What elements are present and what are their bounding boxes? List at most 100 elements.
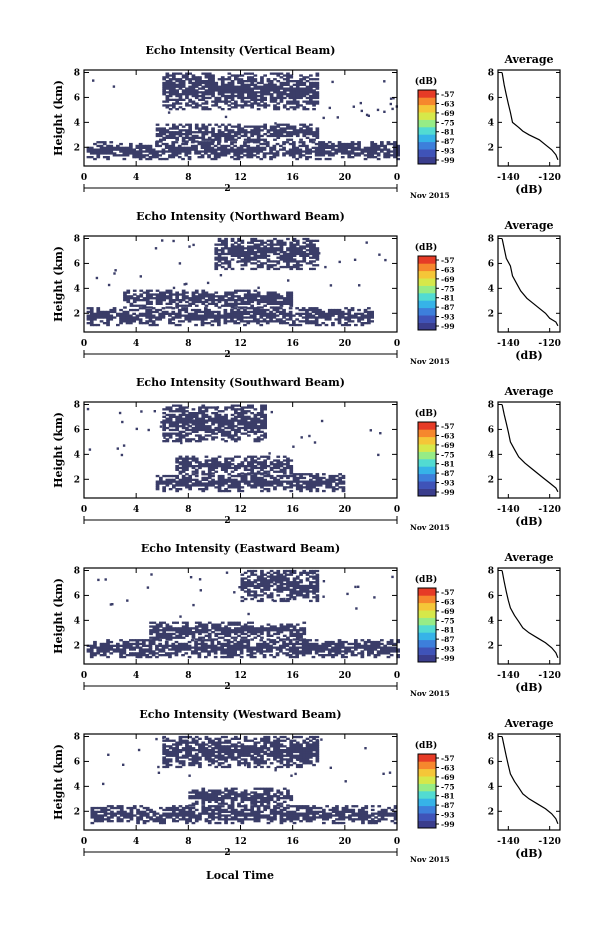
echo-cell: [243, 247, 248, 250]
echo-cell: [289, 74, 294, 77]
echo-cell: [178, 123, 183, 126]
echo-cell: [282, 123, 287, 126]
echo-cell: [312, 81, 316, 85]
echo-cell: [237, 474, 241, 478]
echo-cell: [162, 136, 166, 139]
echo-cell: [168, 417, 173, 420]
echo-cell: [138, 142, 143, 146]
echo-cell: [256, 254, 261, 257]
echo-cell: [162, 81, 166, 85]
echo-cell: [198, 426, 202, 430]
echo-cell: [234, 425, 238, 428]
echo-cell: [308, 639, 312, 642]
echo-cell: [214, 133, 219, 136]
echo-speckle: [318, 252, 321, 255]
echo-cell: [207, 96, 212, 100]
echo-cell: [256, 245, 261, 248]
echo-speckle: [178, 262, 182, 265]
echo-cell: [292, 480, 297, 483]
echo-cell: [273, 83, 277, 86]
echo-cell: [269, 468, 274, 471]
echo-cell: [354, 148, 358, 151]
echo-cell: [227, 302, 232, 305]
echo-cell: [305, 310, 309, 314]
echo-cell: [138, 314, 143, 317]
echo-cell: [175, 465, 179, 468]
echo-cell: [311, 642, 316, 646]
profile-y-tick-label: 2: [488, 143, 494, 153]
echo-cell: [350, 646, 355, 649]
echo-cell: [269, 474, 274, 478]
echo-cell: [109, 646, 114, 649]
echo-cell: [337, 322, 342, 325]
echo-cell: [162, 129, 166, 132]
echo-cell: [266, 634, 271, 637]
echo-cell: [253, 256, 258, 259]
echo-cell: [213, 156, 218, 159]
echo-cell: [340, 640, 345, 644]
echo-cell: [185, 438, 189, 441]
echo-cell: [249, 650, 254, 653]
echo-cell: [172, 421, 176, 424]
echo-cell: [286, 83, 290, 86]
echo-cell: [312, 245, 316, 248]
echo-cell: [276, 590, 281, 593]
echo-cell: [282, 254, 287, 257]
echo-cell: [273, 577, 277, 580]
echo-cell: [273, 264, 277, 267]
echo-cell: [171, 312, 176, 315]
echo-cell: [164, 310, 169, 314]
echo-cell: [240, 83, 245, 86]
echo-cell: [200, 642, 205, 646]
echo-cell: [266, 91, 271, 94]
echo-cell: [106, 318, 110, 321]
echo-cell: [207, 302, 212, 305]
echo-cell: [295, 134, 300, 138]
echo-cell: [200, 316, 205, 319]
x-tick-label: 0: [394, 339, 400, 349]
echo-cell: [370, 156, 374, 159]
echo-cell: [259, 652, 264, 655]
echo-cell: [230, 146, 234, 149]
echo-cell: [256, 98, 261, 101]
echo-cell: [158, 318, 162, 321]
echo-cell: [177, 152, 182, 155]
echo-cell: [273, 302, 277, 305]
echo-cell: [273, 96, 277, 100]
echo-cell: [185, 466, 189, 470]
echo-cell: [191, 438, 196, 441]
echo-cell: [155, 480, 160, 483]
echo-cell: [393, 141, 397, 144]
echo-cell: [168, 488, 173, 491]
echo-cell: [162, 440, 166, 443]
echo-cell: [386, 148, 391, 151]
echo-cell: [331, 144, 335, 148]
echo-cell: [234, 87, 238, 90]
echo-cell: [363, 642, 368, 646]
echo-cell: [286, 297, 290, 300]
echo-cell: [155, 127, 160, 130]
echo-cell: [266, 571, 271, 574]
profile-y-tick-label: 6: [488, 259, 494, 269]
echo-cell: [217, 310, 221, 314]
echo-cell: [288, 323, 293, 327]
echo-cell: [334, 644, 339, 647]
echo-cell: [331, 476, 336, 480]
echo-cell: [308, 652, 312, 655]
echo-cell: [286, 131, 290, 134]
echo-cell: [292, 96, 297, 100]
echo-cell: [250, 256, 254, 259]
echo-cell: [194, 484, 199, 487]
echo-cell: [197, 310, 202, 314]
echo-cell: [158, 144, 162, 148]
echo-cell: [207, 415, 212, 418]
echo-cell: [247, 254, 251, 257]
echo-cell: [279, 583, 284, 586]
echo-cell: [340, 316, 345, 319]
echo-cell: [178, 81, 183, 85]
echo-cell: [295, 133, 300, 136]
echo-cell: [155, 310, 159, 314]
echo-cell: [172, 81, 176, 85]
echo-cell: [168, 428, 173, 432]
